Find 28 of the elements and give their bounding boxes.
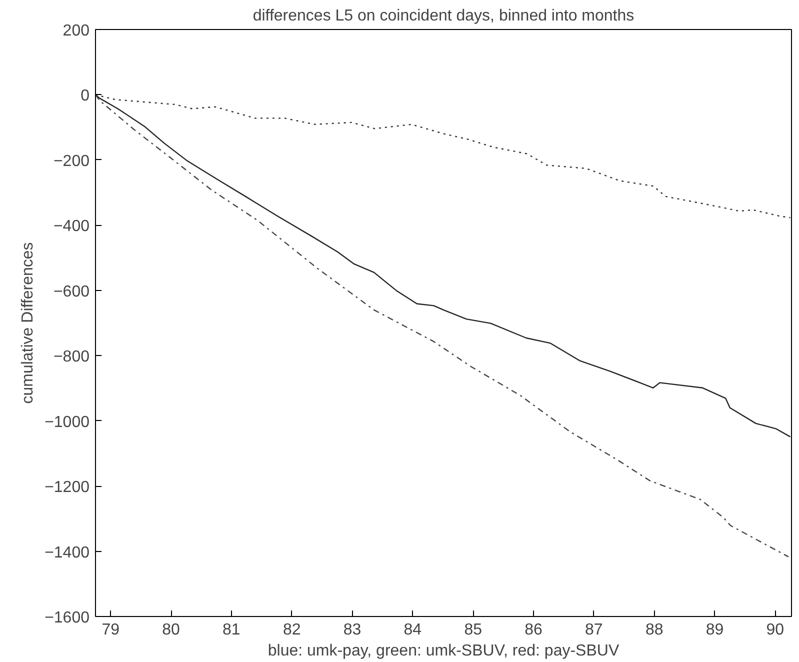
x-tick-label: 88: [645, 622, 664, 638]
chart-title: differences L5 on coincident days, binned into months: [252, 8, 634, 24]
y-tick-label: −1600: [44, 610, 90, 626]
x-axis-title: blue: umk-pay, green: umk-SBUV, red: pay-SBUV: [268, 642, 620, 660]
y-tick-label: −1000: [44, 414, 90, 431]
line-series: [96, 94, 790, 558]
y-tick-label: −400: [53, 218, 90, 236]
x-tick-label: 89: [706, 622, 724, 638]
x-tick-label: 80: [162, 622, 180, 638]
x-tick-label: 84: [404, 622, 422, 638]
line-series: [96, 94, 791, 218]
x-tick-label: 86: [524, 622, 543, 638]
y-tick-label: −1400: [44, 544, 90, 562]
x-tick-label: 79: [102, 622, 120, 638]
x-tick-label: 85: [464, 622, 482, 638]
x-tick-label: 83: [343, 622, 362, 638]
y-tick-label: 0: [80, 88, 90, 105]
y-tick-label: −1200: [44, 479, 90, 496]
y-axis-title: cumulative Differences: [20, 242, 37, 404]
y-tick-label: −200: [53, 152, 90, 170]
x-tick-label: 87: [585, 622, 603, 638]
y-tick-label: −800: [53, 348, 90, 366]
x-tick-label: 82: [282, 622, 301, 638]
x-tick-label: 90: [766, 622, 784, 638]
y-tick-label: 200: [62, 22, 90, 40]
line-series: [96, 94, 791, 438]
x-tick-label: 81: [222, 622, 240, 638]
y-tick-label: −600: [53, 283, 90, 300]
